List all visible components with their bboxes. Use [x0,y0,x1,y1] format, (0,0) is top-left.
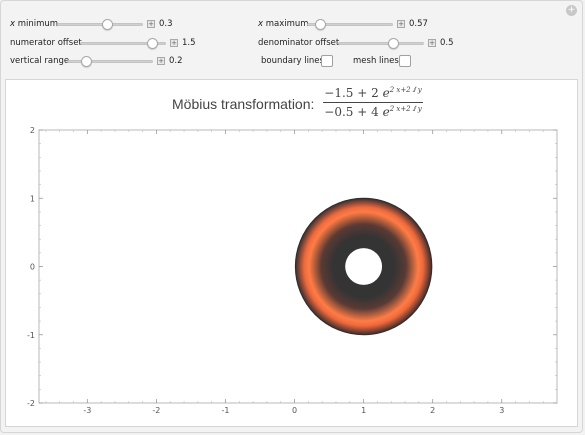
vertical-range-label: vertical range [10,56,70,66]
x-max-slider-thumb[interactable] [314,19,326,30]
x-max-expand-icon[interactable]: + [397,20,405,28]
vertical-range-slider[interactable] [67,56,153,67]
vertical-range-expand-icon[interactable]: + [157,57,165,65]
numerator-offset-expand-icon[interactable]: + [170,39,178,47]
numerator-offset-slider-thumb[interactable] [146,38,158,49]
mesh-lines-label: mesh lines [353,56,399,66]
x-min-label: x minimum [10,19,59,29]
denominator-offset-slider[interactable] [338,38,424,49]
plot-title: Möbius transformation: [172,96,315,112]
x-min-value: 0.3 [159,19,173,29]
x-min-slider[interactable] [57,19,143,30]
fraction-bar [323,102,423,103]
x-min-slider-thumb[interactable] [101,19,113,30]
denominator-offset-slider-thumb[interactable] [387,38,399,49]
boundary-lines-label: boundary lines [261,56,324,66]
numerator-offset-slider[interactable] [80,38,166,49]
plot-panel [5,79,578,427]
reset-icon[interactable]: + [566,5,577,16]
mesh-lines-checkbox[interactable] [399,55,411,67]
vertical-range-slider-thumb[interactable] [81,56,93,67]
x-max-label: x maximum [258,19,309,29]
x-min-expand-icon[interactable]: + [147,20,155,28]
numerator-offset-value: 1.5 [182,38,196,48]
formula-denominator: −0.5 + 4 e2 x+2 ⅈ y [324,105,422,119]
numerator-offset-label: numerator offset [10,38,82,48]
denominator-offset-expand-icon[interactable]: + [428,39,436,47]
x-max-value: 0.57 [409,19,428,29]
boundary-lines-checkbox[interactable] [321,55,333,67]
formula-fraction: −1.5 + 2 e2 x+2 ⅈ y −0.5 + 4 e2 x+2 ⅈ y [323,86,423,119]
denominator-offset-label: denominator offset [258,38,340,48]
x-max-slider[interactable] [307,19,393,30]
denominator-offset-value: 0.5 [440,38,454,48]
formula-numerator: −1.5 + 2 e2 x+2 ⅈ y [324,86,422,100]
vertical-range-value: 0.2 [169,56,183,66]
